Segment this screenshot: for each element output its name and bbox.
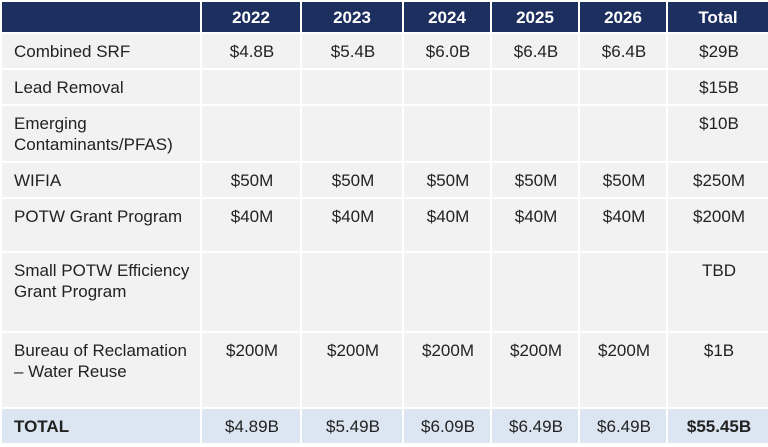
table-row: Lead Removal $15B xyxy=(0,68,768,106)
table-row: Small POTW Efficiency Grant Program TBD xyxy=(0,251,768,333)
header-cell: Total xyxy=(666,0,768,34)
total-cell: $6.49B xyxy=(578,407,668,445)
cell xyxy=(490,251,580,333)
table-body: Combined SRF $4.8B $5.4B $6.0B $6.4B $6.4B $29… xyxy=(0,32,768,445)
cell: $50M xyxy=(490,161,580,199)
cell xyxy=(300,251,404,333)
total-row: TOTAL $4.89B $5.49B $6.09B $6.49B $6.49B $55.4… xyxy=(0,407,768,445)
cell xyxy=(402,104,492,163)
cell: $40M xyxy=(578,197,668,253)
cell: $50M xyxy=(402,161,492,199)
cell: $50M xyxy=(578,161,668,199)
cell: $1B xyxy=(666,331,768,409)
cell: $6.0B xyxy=(402,32,492,70)
cell: $6.4B xyxy=(490,32,580,70)
total-cell: $6.49B xyxy=(490,407,580,445)
cell: $15B xyxy=(666,68,768,106)
cell: $200M xyxy=(200,331,302,409)
cell xyxy=(200,251,302,333)
cell xyxy=(200,68,302,106)
header-cell: 2022 xyxy=(200,0,302,34)
header-cell: 2025 xyxy=(490,0,580,34)
cell: $250M xyxy=(666,161,768,199)
cell xyxy=(200,104,302,163)
total-cell: $5.49B xyxy=(300,407,404,445)
cell: $200M xyxy=(666,197,768,253)
total-cell: $55.45B xyxy=(666,407,768,445)
row-label: WIFIA xyxy=(0,161,202,199)
row-label: Lead Removal xyxy=(0,68,202,106)
cell: $40M xyxy=(200,197,302,253)
cell: $50M xyxy=(300,161,404,199)
row-label: Bureau of Reclamation – Water Reuse xyxy=(0,331,202,409)
total-label: TOTAL xyxy=(0,407,202,445)
cell: $4.8B xyxy=(200,32,302,70)
cell xyxy=(402,68,492,106)
header-cell: 2024 xyxy=(402,0,492,34)
cell xyxy=(490,104,580,163)
total-cell: $6.09B xyxy=(402,407,492,445)
cell xyxy=(300,104,404,163)
cell: $40M xyxy=(490,197,580,253)
header-row: 2022 2023 2024 2025 2026 Total xyxy=(0,0,768,34)
cell xyxy=(578,104,668,163)
cell: $200M xyxy=(578,331,668,409)
cell: $5.4B xyxy=(300,32,404,70)
header-cell: 2026 xyxy=(578,0,668,34)
cell: $50M xyxy=(200,161,302,199)
cell xyxy=(402,251,492,333)
total-cell: $4.89B xyxy=(200,407,302,445)
cell: $200M xyxy=(490,331,580,409)
header-cell: 2023 xyxy=(300,0,404,34)
row-label: Small POTW Efficiency Grant Program xyxy=(0,251,202,333)
table-row: Bureau of Reclamation – Water Reuse $200M… xyxy=(0,331,768,409)
cell xyxy=(578,68,668,106)
row-label: POTW Grant Program xyxy=(0,197,202,253)
cell: $40M xyxy=(300,197,404,253)
cell: TBD xyxy=(666,251,768,333)
table-row: POTW Grant Program $40M $40M $40M $40M $40M $2… xyxy=(0,197,768,253)
cell xyxy=(490,68,580,106)
cell: $200M xyxy=(402,331,492,409)
table-row: Emerging Contaminants/PFAS) $10B xyxy=(0,104,768,163)
cell xyxy=(300,68,404,106)
table-row: Combined SRF $4.8B $5.4B $6.0B $6.4B $6.4B $29… xyxy=(0,32,768,70)
table-row: WIFIA $50M $50M $50M $50M $50M $250M xyxy=(0,161,768,199)
header-cell xyxy=(0,0,202,34)
cell: $40M xyxy=(402,197,492,253)
cell xyxy=(578,251,668,333)
row-label: Emerging Contaminants/PFAS) xyxy=(0,104,202,163)
row-label: Combined SRF xyxy=(0,32,202,70)
cell: $10B xyxy=(666,104,768,163)
cell: $29B xyxy=(666,32,768,70)
cell: $6.4B xyxy=(578,32,668,70)
cell: $200M xyxy=(300,331,404,409)
